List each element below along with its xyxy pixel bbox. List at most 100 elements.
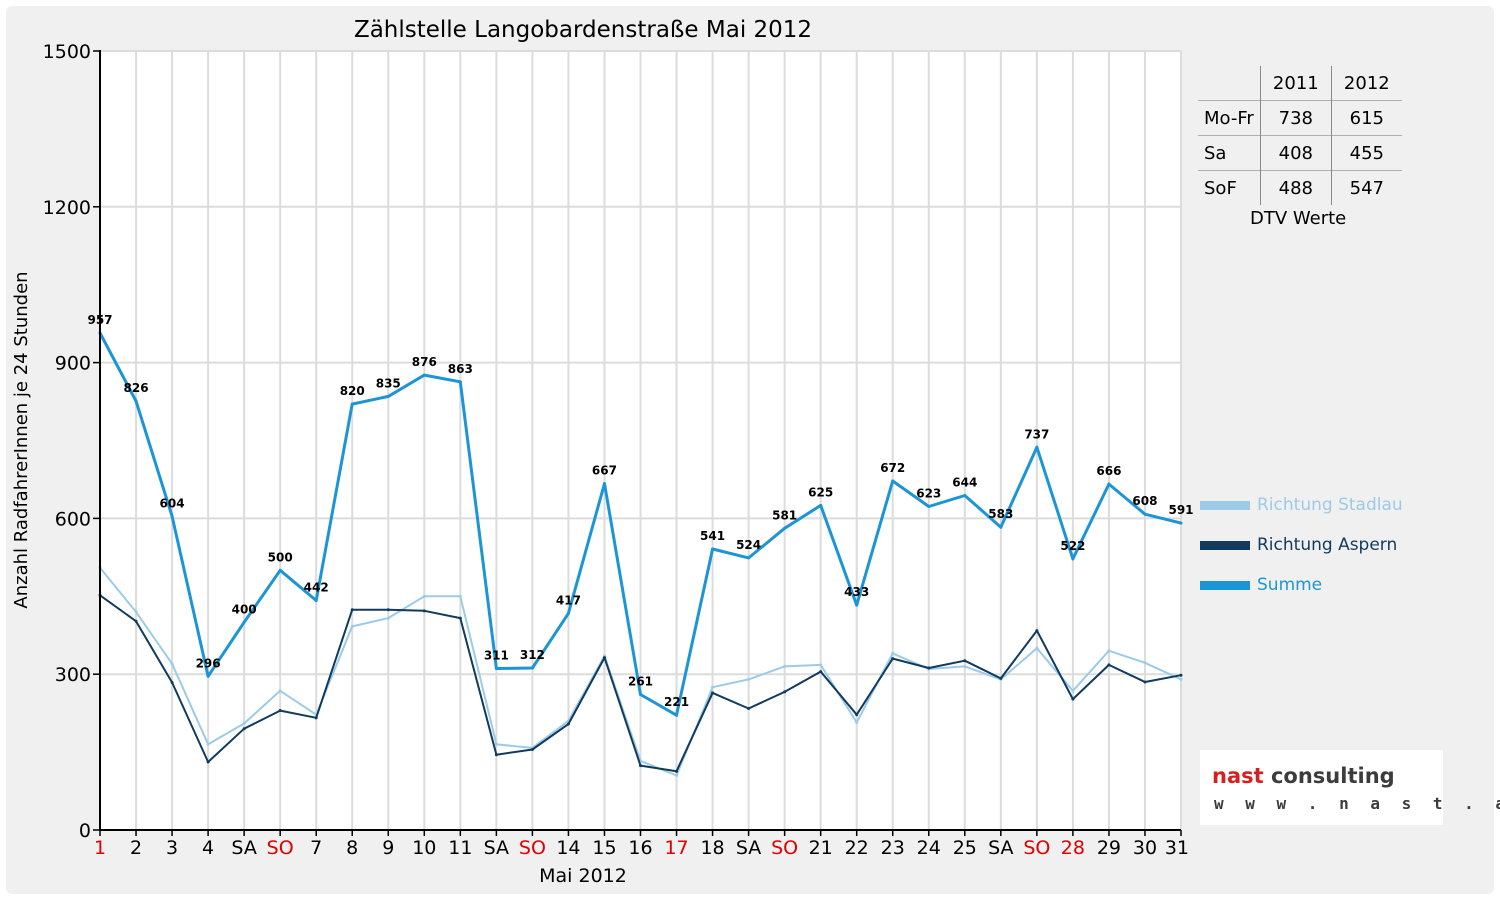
data-point-richtung-aspern: [747, 706, 751, 710]
x-tick-label: SA: [988, 837, 1013, 859]
data-point-richtung-aspern: [494, 753, 498, 757]
data-point-richtung-aspern: [675, 769, 679, 773]
x-tick-label: 10: [412, 837, 436, 859]
data-point-richtung-aspern: [350, 608, 354, 612]
data-label: 261: [628, 674, 653, 688]
data-point-richtung-aspern: [134, 619, 138, 623]
data-point-summe: [422, 373, 426, 377]
data-labels: 957 826 604 296 400 500 442 820 835 876 863 311 312 4…: [87, 313, 1193, 709]
data-label: 433: [844, 585, 869, 599]
y-tick-label: 1200: [43, 197, 91, 219]
data-label: 522: [1060, 539, 1085, 553]
data-point-richtung-stadlau: [711, 685, 715, 689]
logo-wordmark: nast consulting: [1212, 764, 1395, 788]
x-tick-label: 16: [628, 837, 652, 859]
x-tick-label: 18: [700, 837, 724, 859]
data-point-richtung-aspern: [170, 681, 174, 685]
data-point-richtung-stadlau: [242, 722, 246, 726]
data-point-richtung-stadlau: [855, 720, 859, 724]
data-point-summe: [711, 547, 715, 551]
legend-swatch-summe: [1200, 580, 1250, 590]
data-point-summe: [819, 503, 823, 507]
legend-label-aspern: Richtung Aspern: [1257, 535, 1398, 555]
data-label: 417: [556, 593, 581, 607]
data-point-richtung-aspern: [422, 609, 426, 613]
y-tick-label: 1500: [43, 41, 91, 63]
data-point-richtung-stadlau: [963, 664, 967, 668]
data-point-richtung-stadlau: [1143, 661, 1147, 665]
x-tick-label: 2: [130, 837, 142, 859]
data-label: 863: [448, 362, 473, 376]
data-point-richtung-stadlau: [134, 610, 138, 614]
data-point-richtung-stadlau: [891, 651, 895, 655]
dtv-header-row: 2011 2012: [1198, 66, 1402, 101]
x-tick-label: 7: [310, 837, 322, 859]
x-tick-label: 3: [166, 837, 178, 859]
data-point-richtung-aspern: [1071, 697, 1075, 701]
data-point-richtung-aspern: [639, 764, 642, 768]
x-tick-label: 24: [917, 837, 941, 859]
data-label: 820: [340, 384, 365, 398]
x-tick-label: 11: [448, 837, 472, 859]
y-axis-label: Anzahl RadfahrerInnen je 24 Stunden: [11, 271, 32, 608]
dtv-value-2011: 488: [1259, 170, 1332, 205]
logo-url: w w w . n a s t . a t: [1214, 794, 1500, 813]
data-point-richtung-aspern: [891, 657, 895, 661]
data-point-richtung-aspern: [1107, 663, 1111, 667]
logo-suffix: consulting: [1263, 764, 1395, 788]
data-point-richtung-aspern: [783, 690, 787, 694]
dtv-row: Sa 408 455: [1198, 135, 1402, 171]
data-point-summe: [134, 399, 138, 403]
data-label: 876: [412, 355, 437, 369]
data-point-summe: [602, 482, 606, 486]
dtv-value-2011: 408: [1259, 135, 1332, 171]
data-point-summe: [1035, 445, 1039, 449]
data-point-richtung-stadlau: [747, 677, 751, 681]
x-tick-label: 25: [953, 837, 977, 859]
data-point-richtung-stadlau: [386, 616, 390, 620]
series-layer: [98, 331, 1183, 777]
x-tick-label: SO: [1023, 837, 1050, 859]
dtv-row: SoF 488 547: [1198, 170, 1402, 205]
data-point-summe: [278, 568, 282, 572]
data-point-richtung-stadlau: [1035, 646, 1039, 650]
legend-swatch-aspern: [1200, 540, 1250, 550]
data-point-summe: [494, 666, 498, 670]
data-label: 625: [808, 485, 833, 499]
x-tick-label: 21: [809, 837, 833, 859]
data-point-richtung-aspern: [530, 748, 534, 752]
data-label: 604: [160, 496, 185, 510]
data-point-richtung-stadlau: [350, 624, 354, 628]
data-point-richtung-aspern: [1179, 673, 1183, 677]
data-label: 667: [592, 464, 617, 478]
data-point-richtung-aspern: [711, 691, 715, 695]
data-point-summe: [927, 504, 931, 508]
data-point-richtung-aspern: [314, 716, 318, 720]
y-tick-label: 900: [55, 353, 91, 375]
data-point-richtung-aspern: [602, 656, 606, 660]
dtv-col-2012: 2012: [1330, 66, 1402, 101]
data-point-summe: [206, 674, 210, 678]
legend-item-aspern: Richtung Aspern: [1200, 534, 1397, 556]
x-tick-label: 4: [202, 837, 214, 859]
data-point-richtung-stadlau: [206, 742, 210, 746]
data-point-summe: [386, 394, 390, 398]
data-point-richtung-aspern: [206, 760, 210, 764]
data-label: 737: [1024, 427, 1049, 441]
data-point-richtung-aspern: [278, 709, 282, 713]
data-point-summe: [350, 402, 354, 406]
data-point-summe: [747, 556, 751, 560]
data-point-summe: [855, 603, 859, 607]
dtv-table: 2011 2012 Mo-Fr 738 615 Sa 408 455 SoF 4…: [1198, 66, 1402, 205]
x-tick-label: SO: [771, 837, 798, 859]
data-label: 541: [700, 529, 725, 543]
data-point-richtung-stadlau: [458, 594, 462, 598]
x-tick-label: 23: [881, 837, 905, 859]
data-point-summe: [1143, 512, 1147, 516]
y-tick-label: 600: [55, 508, 91, 530]
y-tick-label: 300: [55, 664, 91, 686]
dtv-value-2011: 738: [1259, 100, 1332, 136]
x-tick-label: SA: [736, 837, 761, 859]
x-tick-label: 30: [1133, 837, 1157, 859]
